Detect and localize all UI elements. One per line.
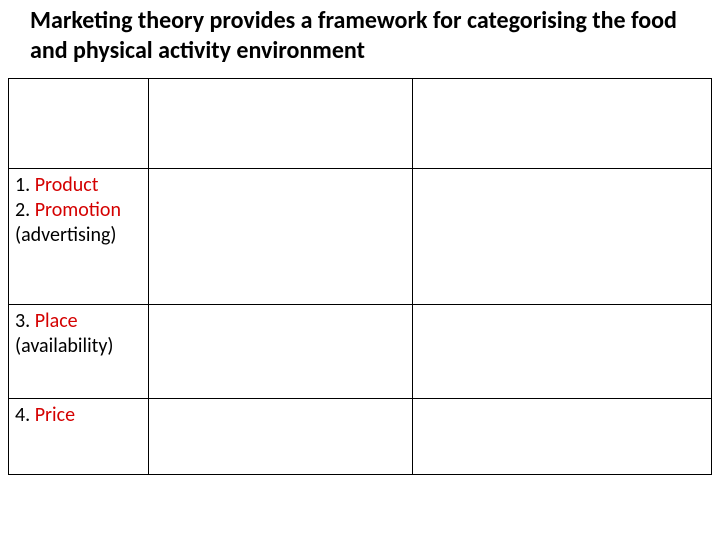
table-row: 4. Price	[9, 399, 712, 475]
cell-r2-c2	[412, 305, 712, 399]
cell-r1-c1	[148, 169, 412, 305]
cell-prefix: 3.	[15, 309, 35, 333]
cell-keyword: Promotion	[35, 198, 121, 222]
cell-r3-c0: 4. Price	[9, 399, 149, 475]
cell-r0-c2	[412, 79, 712, 169]
cell-r3-c1	[148, 399, 412, 475]
table-row	[9, 79, 712, 169]
table-row: 3. Place (availability)	[9, 305, 712, 399]
cell-keyword: Product	[35, 173, 99, 197]
cell-r2-c0: 3. Place (availability)	[9, 305, 149, 399]
cell-subtext: (advertising)	[15, 223, 140, 248]
cell-subtext: (availability)	[15, 334, 140, 359]
cell-keyword: Price	[35, 403, 75, 427]
cell-prefix: 2.	[15, 198, 35, 222]
cell-r3-c2	[412, 399, 712, 475]
cell-r2-c1	[148, 305, 412, 399]
cell-r0-c0	[9, 79, 149, 169]
slide-title: Marketing theory provides a framework fo…	[30, 6, 690, 66]
cell-r0-c1	[148, 79, 412, 169]
cell-prefix: 4.	[15, 403, 35, 427]
cell-r1-c2	[412, 169, 712, 305]
cell-prefix: 1.	[15, 173, 35, 197]
cell-keyword: Place	[35, 309, 78, 333]
cell-r1-c0: 1. Product 2. Promotion (advertising)	[9, 169, 149, 305]
table-row: 1. Product 2. Promotion (advertising)	[9, 169, 712, 305]
framework-table: 1. Product 2. Promotion (advertising) 3.…	[8, 78, 712, 475]
slide: Marketing theory provides a framework fo…	[0, 0, 720, 540]
